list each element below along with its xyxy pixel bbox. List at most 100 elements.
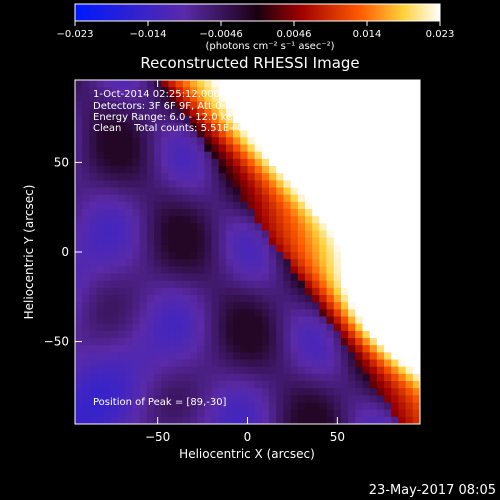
heatmap-cell: [276, 330, 285, 339]
heatmap-cell: [168, 194, 177, 203]
heatmap-cell: [146, 373, 155, 382]
heatmap-cell: [276, 266, 285, 275]
heatmap-cell: [283, 108, 292, 117]
heatmap-cell: [247, 80, 256, 88]
heatmap-cell: [326, 201, 335, 210]
heatmap-cell: [376, 87, 385, 95]
heatmap-cell: [269, 101, 277, 110]
heatmap-cell: [254, 94, 263, 103]
heatmap-cell: [405, 87, 414, 95]
heatmap-cell: [139, 80, 148, 88]
heatmap-cell: [175, 338, 184, 346]
heatmap-cell: [348, 373, 356, 382]
heatmap-cell: [96, 94, 105, 103]
heatmap-cell: [182, 209, 191, 217]
heatmap-cell: [190, 80, 198, 88]
heatmap-cell: [297, 80, 306, 88]
heatmap-cell: [297, 323, 306, 332]
heatmap-cell: [405, 216, 414, 224]
heatmap-cell: [269, 280, 277, 289]
heatmap-cell: [362, 273, 371, 282]
heatmap-cell: [204, 130, 213, 138]
heatmap-cell: [276, 302, 285, 310]
heatmap-cell: [376, 338, 385, 346]
heatmap-cell: [218, 316, 227, 325]
heatmap-cell: [240, 244, 249, 253]
heatmap-cell: [376, 373, 385, 382]
heatmap-cell: [391, 194, 400, 203]
heatmap-cell: [333, 244, 342, 253]
heatmap-cell: [211, 158, 220, 167]
heatmap-cell: [276, 259, 285, 267]
heatmap-cell: [362, 123, 371, 131]
heatmap-cell: [319, 94, 328, 103]
heatmap-cell: [405, 409, 414, 418]
heatmap-cell: [168, 180, 177, 189]
heatmap-cell: [333, 345, 342, 353]
heatmap-cell: [82, 209, 90, 217]
heatmap-cell: [89, 201, 98, 210]
heatmap-cell: [319, 244, 328, 253]
heatmap-cell: [146, 388, 155, 396]
heatmap-cell: [240, 416, 249, 424]
heatmap-cell: [154, 381, 162, 389]
heatmap-cell: [261, 409, 270, 418]
heatmap-cell: [362, 80, 371, 88]
heatmap-cell: [398, 302, 407, 310]
heatmap-cell: [125, 87, 134, 95]
heatmap-cell: [175, 316, 184, 325]
heatmap-cell: [204, 194, 213, 203]
heatmap-cell: [254, 216, 263, 224]
heatmap-cell: [369, 173, 378, 181]
heatmap-cell: [398, 201, 407, 210]
heatmap-cell: [182, 266, 191, 275]
heatmap-cell: [312, 352, 320, 361]
heatmap-cell: [161, 395, 170, 404]
heatmap-cell: [110, 144, 119, 153]
heatmap-cell: [190, 158, 198, 167]
heatmap-cell: [204, 416, 213, 424]
heatmap-cell: [161, 259, 170, 267]
heatmap-cell: [168, 137, 177, 146]
heatmap-cell: [161, 115, 170, 124]
heatmap-cell: [154, 130, 162, 138]
heatmap-cell: [254, 373, 263, 382]
heatmap-cell: [261, 259, 270, 267]
heatmap-cell: [132, 330, 141, 339]
heatmap-cell: [125, 244, 134, 253]
heatmap-cell: [261, 209, 270, 217]
heatmap-cell: [89, 80, 98, 88]
heatmap-cell: [355, 416, 364, 424]
heatmap-cell: [225, 395, 234, 404]
heatmap-cell: [110, 130, 119, 138]
heatmap-cell: [225, 273, 234, 282]
heatmap-cell: [348, 244, 356, 253]
heatmap-cell: [146, 302, 155, 310]
heatmap-cell: [247, 230, 256, 239]
heatmap-cell: [110, 194, 119, 203]
heatmap-cell: [110, 266, 119, 275]
heatmap-cell: [211, 94, 220, 103]
heatmap-cell: [218, 194, 227, 203]
heatmap-cell: [132, 130, 141, 138]
heatmap-cell: [190, 209, 198, 217]
heatmap-cell: [412, 395, 420, 404]
heatmap-cell: [218, 87, 227, 95]
heatmap-cell: [405, 166, 414, 174]
heatmap-cell: [132, 302, 141, 310]
heatmap-cell: [197, 101, 205, 110]
heatmap-cell: [355, 130, 364, 138]
heatmap-cell: [168, 330, 177, 339]
heatmap-cell: [103, 323, 112, 332]
heatmap-cell: [197, 381, 205, 389]
heatmap-cell: [355, 395, 364, 404]
heatmap-cell: [82, 237, 90, 246]
heatmap-cell: [168, 366, 177, 375]
heatmap-cell: [89, 373, 98, 382]
heatmap-cell: [103, 87, 112, 95]
heatmap-cell: [405, 359, 414, 368]
heatmap-cell: [319, 409, 328, 418]
heatmap-cell: [110, 166, 119, 174]
heatmap-cell: [225, 180, 234, 189]
heatmap-cell: [190, 366, 198, 375]
